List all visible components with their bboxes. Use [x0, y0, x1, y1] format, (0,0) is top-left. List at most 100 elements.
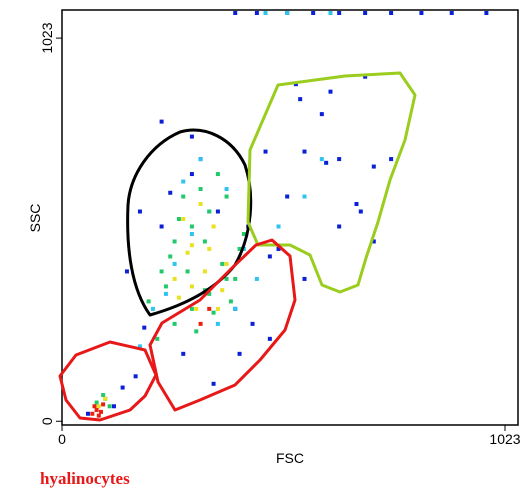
point [94, 400, 99, 405]
point [233, 276, 238, 281]
point [241, 231, 246, 236]
point [96, 404, 101, 409]
point [389, 10, 394, 15]
point [207, 246, 212, 251]
x-tick-label: 0 [58, 431, 66, 447]
point [189, 306, 194, 311]
point [276, 246, 281, 251]
point [363, 10, 368, 15]
point [224, 187, 229, 192]
point [198, 157, 203, 162]
point [172, 321, 177, 326]
point [215, 172, 220, 177]
point [371, 164, 376, 169]
point [207, 291, 212, 296]
point [233, 10, 238, 15]
point [215, 209, 220, 214]
point [163, 284, 168, 289]
point [90, 411, 95, 416]
point [328, 89, 333, 94]
point [194, 329, 199, 334]
point [254, 276, 259, 281]
point [371, 239, 376, 244]
point [194, 306, 199, 311]
point [250, 321, 255, 326]
point [224, 194, 229, 199]
point [198, 202, 203, 207]
point [389, 157, 394, 162]
point [168, 190, 173, 195]
point [363, 74, 368, 79]
caption: hyalinocytes [40, 469, 130, 488]
point [168, 254, 173, 259]
point [337, 224, 342, 229]
point [189, 284, 194, 289]
point [176, 295, 181, 300]
point [120, 385, 125, 390]
point [298, 97, 303, 102]
point [181, 179, 186, 184]
point [211, 381, 216, 386]
point [254, 10, 259, 15]
point [419, 10, 424, 15]
point [328, 10, 333, 15]
point [92, 404, 97, 409]
point [101, 393, 106, 398]
point [267, 254, 272, 259]
point [85, 411, 90, 416]
point [215, 306, 220, 311]
point [228, 299, 233, 304]
point [267, 336, 272, 341]
point [189, 134, 194, 139]
point [198, 321, 203, 326]
point [358, 209, 363, 214]
point [172, 276, 177, 281]
point [94, 408, 99, 413]
point [133, 374, 138, 379]
point [302, 149, 307, 154]
point [202, 269, 207, 274]
point [98, 409, 103, 414]
point [337, 10, 342, 15]
point [202, 239, 207, 244]
point [211, 224, 216, 229]
point [189, 224, 194, 229]
point [155, 336, 160, 341]
x-tick-label: 1023 [489, 431, 520, 447]
point [172, 239, 177, 244]
plot-frame [61, 9, 519, 426]
point [484, 10, 489, 15]
point [189, 172, 194, 177]
gate [246, 71, 417, 294]
point [207, 306, 212, 311]
point [319, 157, 324, 162]
point [189, 231, 194, 236]
point [237, 351, 242, 356]
point [324, 160, 329, 165]
point [181, 216, 186, 221]
point [449, 10, 454, 15]
point [302, 194, 307, 199]
point [101, 402, 106, 407]
point [96, 413, 101, 418]
point [137, 209, 142, 214]
gate [148, 238, 297, 412]
point [276, 224, 281, 229]
point [285, 10, 290, 15]
point [185, 269, 190, 274]
point [263, 149, 268, 154]
point [159, 119, 164, 124]
point [224, 261, 229, 266]
point [302, 276, 307, 281]
point [285, 194, 290, 199]
point [354, 202, 359, 207]
point [337, 157, 342, 162]
point [176, 216, 181, 221]
point [220, 288, 225, 293]
x-axis-label: FSC [276, 450, 304, 466]
point [185, 250, 190, 255]
point [237, 246, 242, 251]
points [85, 10, 489, 418]
point [107, 404, 112, 409]
point [181, 194, 186, 199]
